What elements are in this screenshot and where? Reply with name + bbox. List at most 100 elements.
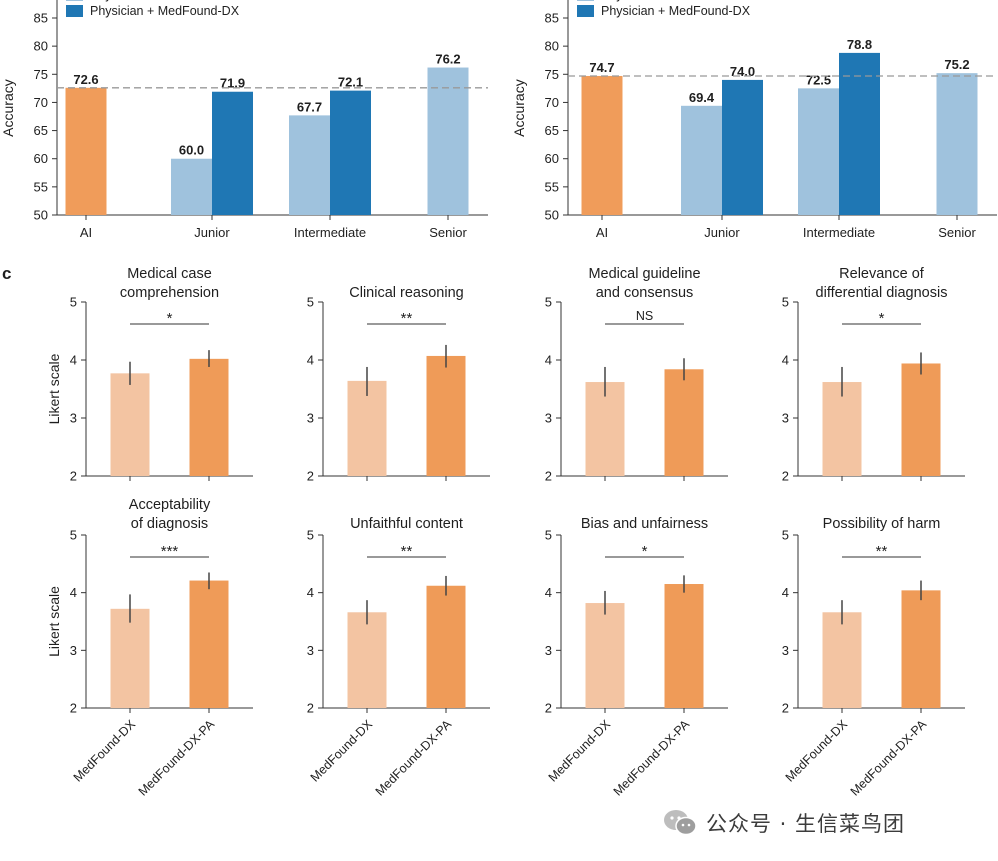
x-tick-label: Junior <box>704 225 740 240</box>
y-tick-label: 5 <box>545 295 552 310</box>
x-tick-label: MedFound-DX <box>308 717 376 785</box>
y-axis-label: Accuracy <box>0 79 16 137</box>
y-tick-label: 4 <box>782 353 789 368</box>
subplot-title: differential diagnosis <box>816 285 948 301</box>
bar <box>189 580 229 708</box>
y-tick-label: 4 <box>307 353 314 368</box>
watermark-text: 公众号 · 生信菜鸟团 <box>706 812 906 836</box>
subplot-title: of diagnosis <box>131 516 208 532</box>
subplot-title: comprehension <box>120 285 219 301</box>
watermark: 公众号 · 生信菜鸟团 <box>662 806 905 840</box>
significance-label: * <box>167 310 173 327</box>
significance-label: ** <box>401 543 413 560</box>
y-tick-label: 3 <box>70 411 77 426</box>
y-tick-label: 3 <box>782 411 789 426</box>
y-tick-label: 3 <box>307 643 314 658</box>
legend-swatch <box>577 0 594 1</box>
y-tick-label: 3 <box>70 643 77 658</box>
y-tick-label: 85 <box>34 11 48 26</box>
bar-value-label: 72.1 <box>338 75 363 90</box>
x-tick-label: MedFound-DX <box>546 717 614 785</box>
y-tick-label: 80 <box>34 39 48 54</box>
y-tick-label: 5 <box>307 295 314 310</box>
y-tick-label: 55 <box>34 179 48 194</box>
subplot-title: Possibility of harm <box>823 516 941 532</box>
bar <box>585 603 625 708</box>
y-tick-label: 2 <box>70 469 77 484</box>
significance-label: ** <box>401 310 413 327</box>
x-tick-label: AI <box>596 225 608 240</box>
x-tick-label: Intermediate <box>803 225 875 240</box>
x-tick-label: MedFound-DX-PA <box>611 717 693 799</box>
significance-label: ** <box>876 543 888 560</box>
y-tick-label: 3 <box>545 643 552 658</box>
bar-value-label: 69.4 <box>689 90 715 105</box>
bar-value-label: 74.7 <box>589 60 614 75</box>
bar <box>65 87 107 215</box>
y-tick-label: 5 <box>782 528 789 543</box>
legend-swatch <box>577 5 594 17</box>
y-axis-label: Accuracy <box>511 79 527 137</box>
bar-value-label: 78.8 <box>847 37 872 52</box>
y-tick-label: 75 <box>545 67 559 82</box>
bar-value-label: 74.0 <box>730 64 755 79</box>
bar-value-label: 76.2 <box>435 52 460 67</box>
bar <box>289 115 330 215</box>
y-tick-label: 75 <box>34 67 48 82</box>
bar <box>936 73 978 215</box>
legend-swatch <box>66 0 83 1</box>
bar <box>330 90 371 215</box>
y-tick-label: 4 <box>782 585 789 600</box>
y-tick-label: 5 <box>307 528 314 543</box>
wechat-icon <box>664 810 697 836</box>
bar <box>798 88 839 215</box>
y-tick-label: 70 <box>34 95 48 110</box>
likert-chart-2: Clinical reasoning 2 3 4 5 ** <box>307 285 490 484</box>
y-tick-label: 3 <box>545 411 552 426</box>
subplot-title: Bias and unfairness <box>581 516 708 532</box>
x-tick-label: Senior <box>429 225 467 240</box>
bar-value-label: 67.7 <box>297 99 322 114</box>
y-tick-label: 50 <box>34 208 48 223</box>
accuracy-chart-top-left: Physician Physician + MedFound-DX 50 55 60 65… <box>0 0 488 240</box>
x-tick-label: Senior <box>938 225 976 240</box>
likert-chart-8: Possibility of harm 2 3 4 5 ** MedFound-DXMedF… <box>782 516 965 799</box>
bar <box>839 52 880 216</box>
likert-chart-6: Unfaithful content 2 3 4 5 ** MedFound-DXMedFo… <box>307 516 490 799</box>
likert-chart-1: Medical case comprehension 2 3 4 5 Likert scal… <box>46 266 253 484</box>
y-tick-label: 5 <box>70 295 77 310</box>
bar <box>664 584 704 708</box>
y-axis-label: Likert scale <box>46 353 62 424</box>
bar <box>347 380 387 476</box>
legend-label: Physician <box>601 0 655 2</box>
bar <box>347 612 387 708</box>
bar-value-label: 71.9 <box>220 76 245 91</box>
y-tick-label: 4 <box>545 353 552 368</box>
y-tick-label: 85 <box>545 11 559 26</box>
subplot-title: Relevance of <box>839 266 925 282</box>
y-axis-label: Likert scale <box>46 586 62 657</box>
bar <box>581 75 623 215</box>
y-tick-label: 4 <box>545 585 552 600</box>
y-tick-label: 65 <box>34 123 48 138</box>
y-tick-label: 60 <box>34 151 48 166</box>
bar <box>171 158 212 215</box>
x-tick-label: MedFound-DX <box>71 717 139 785</box>
y-tick-label: 5 <box>782 295 789 310</box>
y-tick-label: 2 <box>782 701 789 716</box>
subplot-title: Medical case <box>127 266 212 282</box>
bar <box>722 79 763 216</box>
y-tick-label: 3 <box>782 643 789 658</box>
y-tick-label: 70 <box>545 95 559 110</box>
y-tick-label: 65 <box>545 123 559 138</box>
x-tick-label: Intermediate <box>294 225 366 240</box>
subplot-title: Acceptability <box>129 497 211 513</box>
y-tick-label: 2 <box>70 701 77 716</box>
panel-c-label: c <box>2 264 11 283</box>
y-tick-label: 4 <box>70 353 77 368</box>
y-tick-label: 4 <box>70 585 77 600</box>
subplot-title: Clinical reasoning <box>349 285 463 301</box>
bar-value-label: 72.5 <box>806 72 831 87</box>
y-tick-label: 3 <box>307 411 314 426</box>
